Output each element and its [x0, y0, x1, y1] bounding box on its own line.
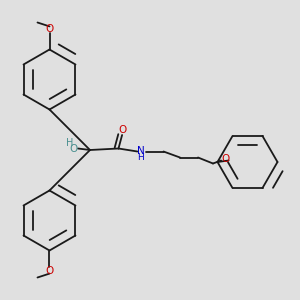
Text: O: O — [118, 124, 126, 135]
Text: O: O — [69, 143, 78, 154]
Text: O: O — [221, 154, 229, 164]
Text: H: H — [66, 138, 74, 148]
Text: H: H — [138, 153, 144, 162]
Text: O: O — [45, 24, 54, 34]
Text: N: N — [137, 146, 145, 157]
Text: O: O — [45, 266, 54, 276]
